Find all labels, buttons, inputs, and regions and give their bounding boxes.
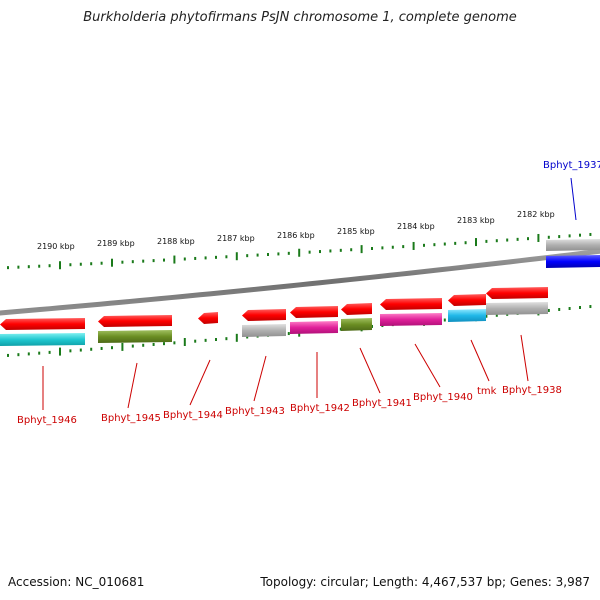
cog-bar bbox=[242, 324, 286, 337]
gene-arrow-bphyt-1940[interactable] bbox=[380, 298, 442, 310]
gene-features bbox=[0, 239, 600, 346]
genome-title: Burkholderia phytofirmans PsJN chromosom… bbox=[83, 10, 517, 25]
gene-arrow-bphyt-1945[interactable] bbox=[98, 315, 172, 327]
cog-bar bbox=[0, 333, 85, 346]
gene-label[interactable]: Bphyt_1941 bbox=[352, 398, 412, 409]
gene-label[interactable]: Bphyt_1944 bbox=[163, 410, 223, 421]
backbone-line bbox=[0, 248, 600, 316]
gene-label[interactable]: Bphyt_1942 bbox=[290, 403, 350, 414]
gene-leader-line bbox=[520, 334, 529, 382]
cog-bar bbox=[448, 309, 486, 322]
gene-label[interactable]: Bphyt_1938 bbox=[502, 385, 562, 396]
cog-bar bbox=[546, 239, 600, 251]
gene-label[interactable]: Bphyt_1943 bbox=[225, 406, 285, 417]
gene-leader-line bbox=[470, 339, 490, 382]
gene-leader-line bbox=[253, 355, 267, 402]
cog-bar bbox=[486, 302, 548, 315]
gene-arrow-tmk[interactable] bbox=[448, 294, 486, 306]
gene-arrow-bphyt-1944[interactable] bbox=[198, 312, 218, 324]
gene-leader-line bbox=[570, 177, 577, 221]
cog-bar bbox=[290, 321, 338, 334]
scale-tick-label: 2182 kbp bbox=[517, 210, 555, 219]
scale-tick-label: 2183 kbp bbox=[457, 216, 495, 225]
gene-arrow-bphyt-1943[interactable] bbox=[242, 309, 286, 321]
gene-arrow-bphyt-1941[interactable] bbox=[341, 303, 372, 315]
gene-label[interactable]: tmk bbox=[477, 386, 497, 397]
gene-label[interactable]: Bphyt_1946 bbox=[17, 415, 77, 426]
gene-arrow-bphyt-1946[interactable] bbox=[0, 318, 85, 330]
accession-text: Accession: NC_010681 bbox=[8, 575, 145, 589]
scale-tick-label: 2189 kbp bbox=[97, 239, 135, 248]
gene-label[interactable]: Bphyt_1940 bbox=[413, 392, 473, 403]
gene-leader-line bbox=[414, 343, 441, 388]
chromosome-backbone bbox=[0, 248, 600, 316]
gene-label[interactable]: Bphyt_1945 bbox=[101, 413, 161, 424]
scale-tick-label: 2190 kbp bbox=[37, 242, 75, 251]
gene-label[interactable]: Bphyt_1937 bbox=[543, 160, 600, 171]
cog-bar bbox=[98, 330, 172, 343]
gene-arrow-bphyt-1942[interactable] bbox=[290, 306, 338, 318]
gene-labels: 2190 kbp 2189 kbp 2188 kbp 2187 kbp 2186 kbp… bbox=[17, 160, 600, 426]
scale-tick-label: 2185 kbp bbox=[337, 227, 375, 236]
scale-tick-label: 2187 kbp bbox=[217, 234, 255, 243]
gene-leader-line bbox=[359, 347, 381, 394]
cog-bar bbox=[380, 313, 442, 326]
scale-tick-label: 2188 kbp bbox=[157, 237, 195, 246]
genome-summary-text: Topology: circular; Length: 4,467,537 bp… bbox=[260, 575, 590, 589]
scale-tick-label: 2186 kbp bbox=[277, 231, 315, 240]
gene-arrow-bphyt-1938[interactable] bbox=[486, 287, 548, 299]
cog-bar bbox=[341, 318, 372, 331]
gene-leader-line bbox=[189, 359, 211, 406]
scale-tick-label: 2184 kbp bbox=[397, 222, 435, 231]
gene-arrow-bphyt-1937 bbox=[546, 255, 600, 268]
gene-leader-line bbox=[127, 362, 138, 409]
